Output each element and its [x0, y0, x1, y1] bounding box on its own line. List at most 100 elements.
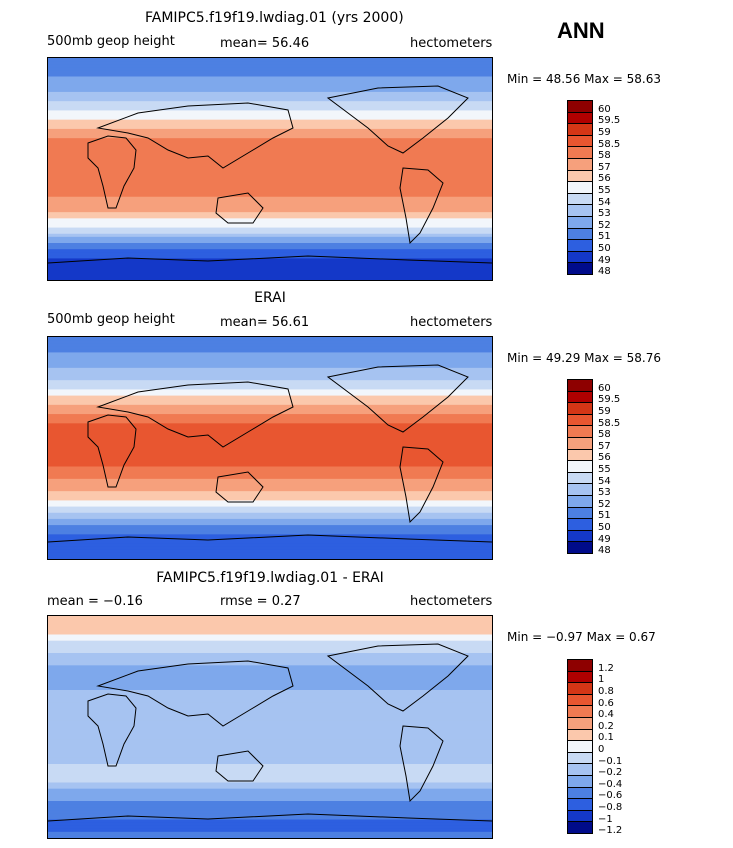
- lat-band-10-2: [48, 162, 492, 167]
- lat-band--10-1: [48, 463, 492, 468]
- lat-band--30-1: [48, 209, 492, 213]
- colorbar-tick-label: 58: [598, 429, 611, 441]
- lat-band--50-3: [48, 518, 492, 523]
- lat-band-90-0: [48, 337, 492, 341]
- colorbar-tick-label: 1.2: [598, 662, 614, 674]
- lat-band--60-0: [48, 522, 492, 526]
- colorbar-tick-label: 57: [598, 161, 611, 173]
- lat-band--60-3: [48, 252, 492, 256]
- lat-band--80-1: [48, 828, 492, 833]
- lat-band-70-1: [48, 364, 492, 369]
- lat-band--50-3: [48, 239, 492, 244]
- lat-band-70-3: [48, 370, 492, 375]
- colorbar-tick-label: −0.6: [598, 790, 623, 802]
- lat-band--40-1: [48, 500, 492, 505]
- lat-band-70-3: [48, 649, 492, 654]
- lat-band--10-3: [48, 190, 492, 195]
- lat-band-0-2: [48, 733, 492, 737]
- panel-1-map: [47, 57, 493, 281]
- lat-band--10-2: [48, 466, 492, 471]
- panel-2-colorbar: 60 59.5 59 58.5 58 57 56 55 54 53 52 51 50 49 48: [567, 379, 620, 556]
- lat-band-60-2: [48, 380, 492, 384]
- panel-1-variable-label: 500mb geop height: [47, 34, 175, 49]
- lat-band-60-3: [48, 383, 492, 387]
- lat-band--30-2: [48, 491, 492, 495]
- colorbar-tick-label: 53: [598, 208, 611, 220]
- lat-band-70-1: [48, 85, 492, 90]
- lat-band-90-0: [48, 616, 492, 620]
- lat-band-30-0: [48, 132, 492, 136]
- colorbar-tick-label: 57: [598, 440, 611, 452]
- lat-band--20-1: [48, 754, 492, 759]
- lat-band-70-0: [48, 361, 492, 366]
- lat-band-90-2: [48, 64, 492, 68]
- lat-band--50-2: [48, 515, 492, 520]
- lat-band--70-2: [48, 261, 492, 266]
- colorbar-tick-label: 60: [598, 382, 611, 394]
- lat-band--40-0: [48, 218, 492, 223]
- lat-band--60-0: [48, 243, 492, 247]
- lat-band--50-2: [48, 236, 492, 241]
- lat-band-0-2: [48, 175, 492, 179]
- lat-band--10-0: [48, 181, 492, 186]
- lat-band-70-2: [48, 646, 492, 651]
- lat-band-50-2: [48, 392, 492, 397]
- panel-1-map-svg: [47, 58, 493, 281]
- panel-3-title: FAMIPC5.f19f19.lwdiag.01 - ERAI: [156, 570, 384, 586]
- lat-band-30-3: [48, 141, 492, 145]
- lat-band-90-2: [48, 622, 492, 626]
- lat-band-70-2: [48, 367, 492, 372]
- coastline-0: [87, 135, 137, 209]
- lat-band-50-0: [48, 386, 492, 391]
- lat-band-50-1: [48, 668, 492, 673]
- lat-band-10-0: [48, 435, 492, 440]
- panel-3-map-svg: [47, 616, 493, 839]
- coastline-2: [215, 192, 264, 224]
- lat-band--60-2: [48, 528, 492, 532]
- lat-band--10-3: [48, 748, 492, 753]
- lat-band-70-1: [48, 643, 492, 648]
- lat-band-20-2: [48, 429, 492, 434]
- lat-band--80-1: [48, 270, 492, 275]
- lat-band-30-0: [48, 690, 492, 694]
- lat-band-30-1: [48, 693, 492, 697]
- lat-band-80-3: [48, 358, 492, 363]
- colorbar-tick-label: 0.6: [598, 697, 614, 709]
- lat-band--80-2: [48, 552, 492, 557]
- colorbar-tick-label: 54: [598, 196, 611, 208]
- colorbar-tick-label: 53: [598, 487, 611, 499]
- panel-2-mean-label: mean= 56.61: [220, 315, 310, 330]
- coastline-3: [326, 85, 469, 154]
- lat-band--80-2: [48, 831, 492, 836]
- lat-band--70-2: [48, 819, 492, 824]
- lat-band--10-2: [48, 187, 492, 192]
- lat-band--40-3: [48, 785, 492, 790]
- lat-band--30-3: [48, 215, 492, 219]
- lat-band--80-3: [48, 276, 492, 281]
- colorbar-tick-label: −1.2: [598, 825, 623, 837]
- colorbar-tick-label: 0.2: [598, 720, 614, 732]
- lat-band--60-1: [48, 246, 492, 250]
- lat-band-40-3: [48, 686, 492, 691]
- lat-band--70-3: [48, 543, 492, 548]
- panel-2-minmax: Min = 49.29 Max = 58.76: [507, 351, 661, 365]
- lat-band--80-1: [48, 549, 492, 554]
- lat-band-20-1: [48, 705, 492, 710]
- colorbar-tick-label: −0.2: [598, 767, 623, 779]
- colorbar-tick-label: 0.8: [598, 686, 614, 697]
- lat-band--70-3: [48, 822, 492, 827]
- lat-band--70-0: [48, 534, 492, 539]
- lat-band--60-2: [48, 249, 492, 253]
- coastline-2: [215, 750, 264, 782]
- lat-band-10-2: [48, 720, 492, 725]
- colorbar-tick-label: 50: [598, 243, 611, 254]
- coastline-5: [47, 534, 493, 543]
- lat-band--40-3: [48, 227, 492, 232]
- lat-band-0-0: [48, 169, 492, 173]
- colorbar-tick-label: 0: [598, 744, 605, 755]
- panel-2-units-label: hectometers: [410, 315, 493, 330]
- coastline-5: [47, 813, 493, 822]
- lat-band--10-0: [48, 460, 492, 465]
- panel-2-variable-label: 500mb geop height: [47, 312, 175, 327]
- colorbar-tick-label: 54: [598, 475, 611, 487]
